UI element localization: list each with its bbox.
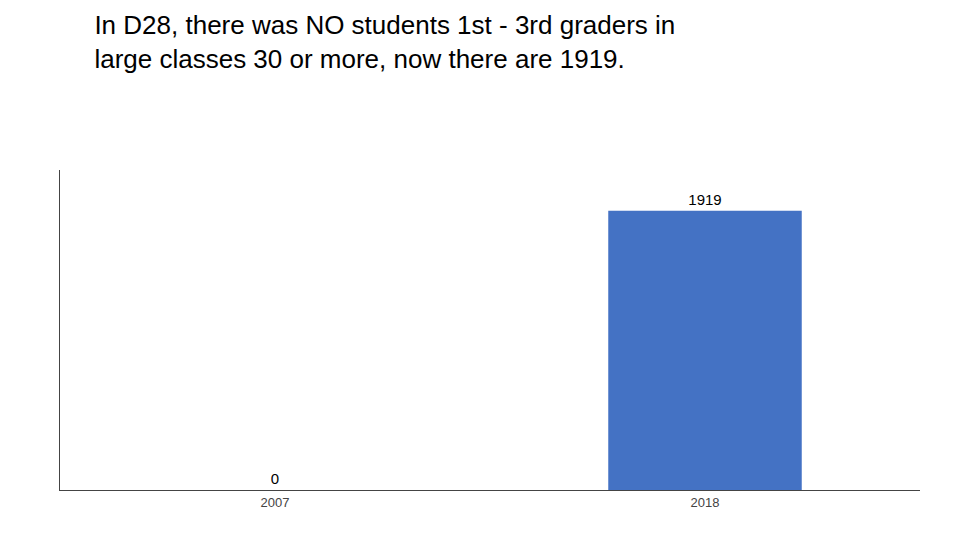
svg-text:In D28, there was NO students: In D28, there was NO students 1st - 3rd …	[94, 10, 675, 74]
svg-text:2007: 2007	[261, 495, 290, 510]
svg-text:2018: 2018	[691, 495, 720, 510]
svg-text:1919: 1919	[688, 191, 721, 208]
svg-text:0: 0	[271, 470, 279, 487]
